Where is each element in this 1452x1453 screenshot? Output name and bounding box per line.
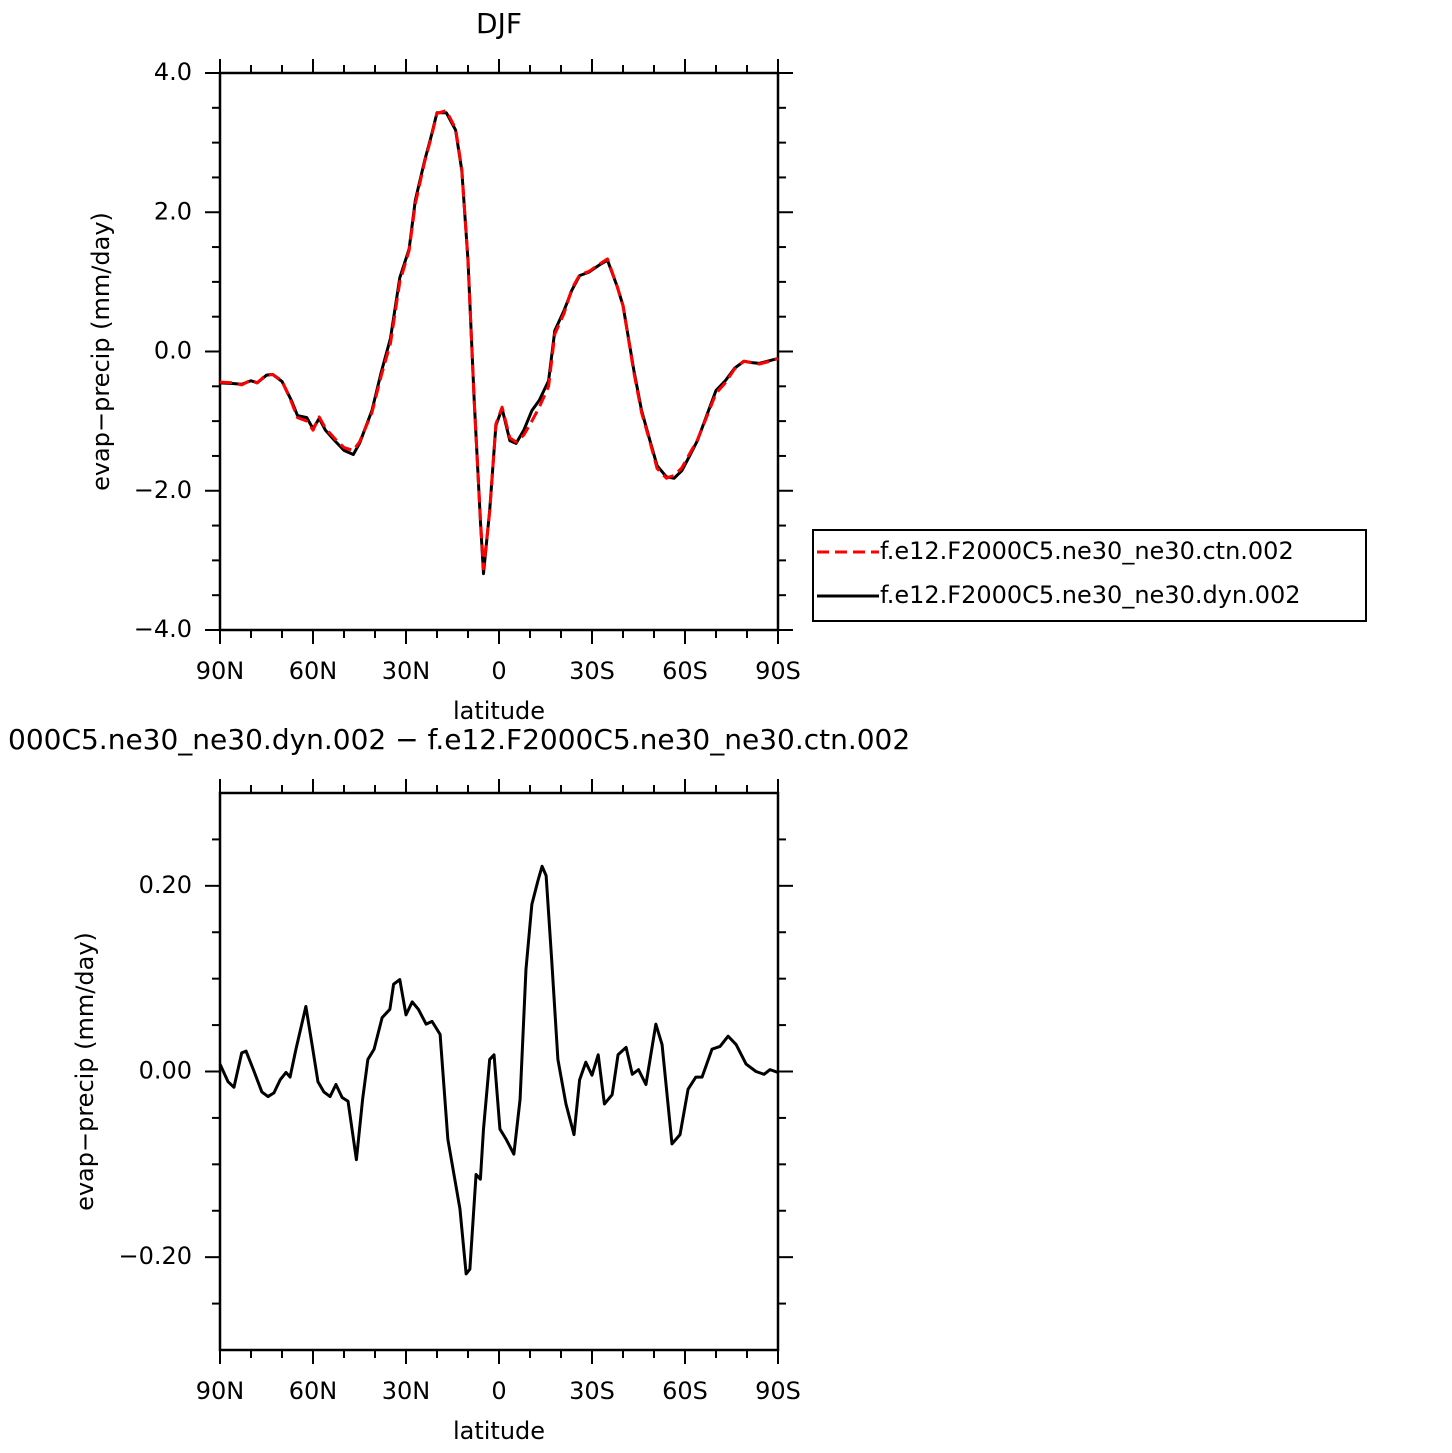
chart-title: DJF <box>476 7 522 40</box>
x-axis-label: latitude <box>453 1417 545 1445</box>
x-tick-label: 60N <box>289 657 338 685</box>
x-tick-label: 60N <box>289 1377 338 1405</box>
x-tick-label: 30S <box>569 1377 615 1405</box>
data-line <box>219 111 779 576</box>
y-tick-label: 0.00 <box>139 1057 192 1085</box>
y-tick-label: −2.0 <box>134 476 192 504</box>
x-axis-label: latitude <box>453 697 545 725</box>
legend-label: f.e12.F2000C5.ne30_ne30.ctn.002 <box>880 537 1294 565</box>
x-tick-label: 60S <box>662 1377 708 1405</box>
x-tick-label: 90N <box>196 1377 245 1405</box>
plot-frame <box>218 791 780 1352</box>
y-axis-label: evap−precip (mm/day) <box>71 932 99 1211</box>
y-tick-label: −4.0 <box>134 615 192 643</box>
x-tick-label: 90S <box>755 657 801 685</box>
x-tick-label: 0 <box>491 657 506 685</box>
x-tick-label: 60S <box>662 657 708 685</box>
y-tick-label: 2.0 <box>154 197 192 225</box>
y-tick-label: 0.0 <box>154 337 192 365</box>
chart-title: 000C5.ne30_ne30.dyn.002 − f.e12.F2000C5.… <box>8 723 910 756</box>
x-tick-label: 90S <box>755 1377 801 1405</box>
x-tick-label: 0 <box>491 1377 506 1405</box>
data-line <box>219 109 779 571</box>
x-tick-label: 30N <box>382 1377 431 1405</box>
legend-box <box>812 529 1367 622</box>
y-tick-label: −0.20 <box>118 1242 192 1270</box>
x-tick-label: 30S <box>569 657 615 685</box>
plot-frame <box>218 71 780 632</box>
y-tick-label: 0.20 <box>139 871 192 899</box>
legend-label: f.e12.F2000C5.ne30_ne30.dyn.002 <box>880 581 1301 609</box>
x-tick-label: 30N <box>382 657 431 685</box>
y-axis-label: evap−precip (mm/day) <box>87 212 115 491</box>
data-line <box>218 864 779 1276</box>
y-tick-label: 4.0 <box>154 58 192 86</box>
x-tick-label: 90N <box>196 657 245 685</box>
